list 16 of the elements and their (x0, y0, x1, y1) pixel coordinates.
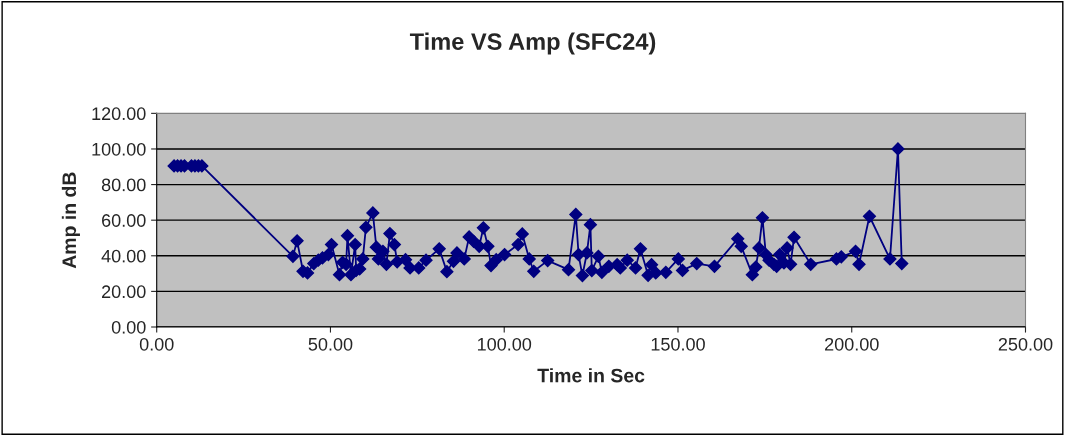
y-tick-label: 20.00 (102, 285, 146, 299)
x-axis-title: Time in Sec (537, 368, 645, 383)
x-tick-label: 250.00 (998, 337, 1053, 351)
x-tick-label: 50.00 (308, 337, 353, 351)
y-tick-label: 40.00 (101, 249, 146, 263)
y-tick-label: 100.00 (92, 142, 146, 156)
y-tick-label: 60.00 (102, 214, 146, 227)
y-tick-label: 0.00 (111, 320, 146, 334)
x-tick-label: 150.00 (651, 337, 705, 351)
x-tick-label: 0.00 (139, 337, 174, 351)
chart-title: Time VS Amp (SFC24) (409, 32, 656, 55)
y-axis-title: Amp in dB (61, 172, 80, 269)
x-tick-label: 200.00 (825, 337, 879, 351)
y-tick-label: 80.00 (101, 178, 146, 192)
y-tick-label: 120.00 (92, 107, 146, 121)
x-tick-label: 100.00 (477, 337, 532, 351)
